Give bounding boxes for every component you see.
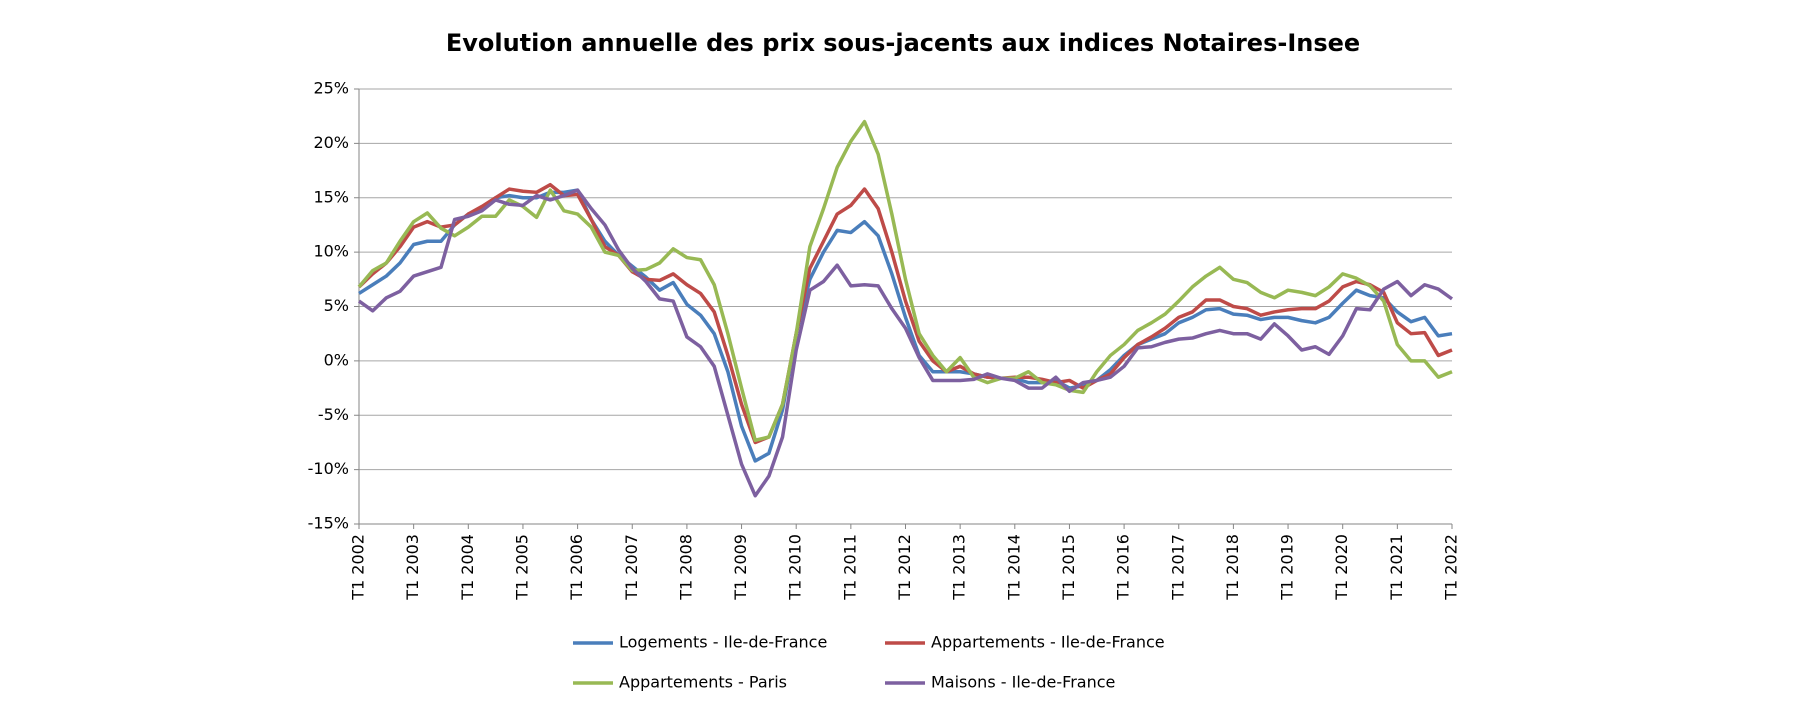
chart-title: Evolution annuelle des prix sous-jacents… xyxy=(446,29,1360,57)
x-tick-label: T1 2010 xyxy=(786,534,805,601)
x-tick-label: T1 2012 xyxy=(895,534,914,601)
y-tick-label: -5% xyxy=(318,405,349,424)
x-tick-label: T1 2002 xyxy=(349,534,368,601)
series-line xyxy=(357,119,1453,443)
y-tick-label: 15% xyxy=(313,187,349,206)
x-tick-label: T1 2007 xyxy=(622,534,641,601)
y-tick-label: 5% xyxy=(324,296,349,315)
y-tick-label: -15% xyxy=(308,514,349,533)
x-tick-label: T1 2013 xyxy=(950,534,969,601)
x-tick-label: T1 2021 xyxy=(1387,534,1406,601)
legend-label: Appartements - Paris xyxy=(619,673,787,692)
x-tick-label: T1 2018 xyxy=(1223,534,1242,601)
legend-label: Logements - Ile-de-France xyxy=(619,633,827,652)
x-tick-label: T1 2006 xyxy=(567,534,586,601)
legend-label: Maisons - Ile-de-France xyxy=(931,673,1115,692)
y-tick-label: 20% xyxy=(313,133,349,152)
x-tick-label: T1 2022 xyxy=(1442,534,1461,601)
y-tick-label: -10% xyxy=(308,459,349,478)
x-tick-label: T1 2017 xyxy=(1168,534,1187,601)
legend-label: Appartements - Ile-de-France xyxy=(931,633,1165,652)
x-tick-label: T1 2014 xyxy=(1004,534,1023,601)
x-tick-label: T1 2011 xyxy=(840,534,859,601)
x-tick-label: T1 2020 xyxy=(1332,534,1351,601)
x-tick-label: T1 2019 xyxy=(1278,534,1297,601)
y-tick-label: 10% xyxy=(313,242,349,261)
y-tick-label: 25% xyxy=(313,79,349,98)
x-tick-label: T1 2004 xyxy=(458,534,477,601)
x-tick-label: T1 2015 xyxy=(1059,534,1078,601)
x-tick-label: T1 2003 xyxy=(403,534,422,601)
series-line xyxy=(357,188,1454,498)
x-tick-label: T1 2009 xyxy=(731,534,750,601)
x-tick-label: T1 2008 xyxy=(676,534,695,601)
y-tick-label: 0% xyxy=(324,350,349,369)
x-tick-label: T1 2016 xyxy=(1114,534,1133,601)
series-line xyxy=(357,182,1453,445)
x-tick-label: T1 2005 xyxy=(512,534,531,601)
